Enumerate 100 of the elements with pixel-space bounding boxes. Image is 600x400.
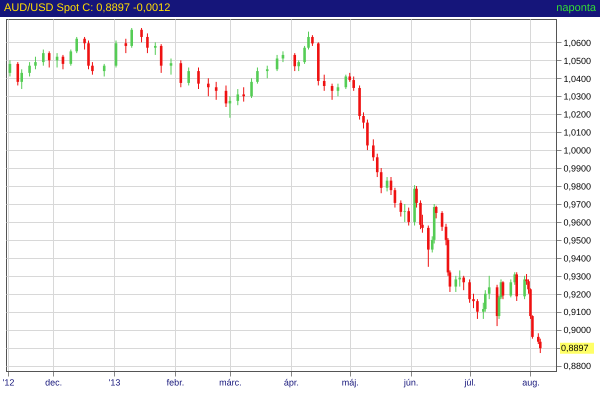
candlestick [75,36,78,54]
y-tick-label: 0,9500 [564,235,592,246]
candlestick [170,58,172,76]
candlestick [366,119,369,151]
y-tick-label: 0,9000 [564,325,592,336]
y-tick-label: 1,0000 [564,146,592,156]
candlestick [160,44,162,74]
candlestick [87,40,90,70]
candlestick [140,27,143,43]
candlestick [390,176,392,196]
candlestick [236,88,240,106]
x-tick-label: márc. [219,378,242,388]
candlestick [330,83,334,100]
candlestick [130,27,134,48]
y-tick-label: 0,9400 [564,253,592,264]
candlestick [336,83,340,97]
candlestick [146,32,149,54]
candlestick [510,278,512,298]
candlestick [488,275,491,300]
candlestick [297,60,300,72]
x-tick-label: jún. [402,378,418,388]
y-tick-label: 0,8800 [564,361,592,372]
candlestick [458,270,462,288]
candlestick [322,74,326,92]
candlestick [276,54,278,72]
candlestick [207,78,210,97]
candlestick [372,138,375,162]
candlestick [16,62,20,86]
candlestick [440,210,444,232]
candlestick [454,275,458,292]
candlestick [394,187,396,208]
candlestick [228,96,232,118]
x-tick-label: dec. [45,378,62,388]
y-tick-label: 1,0500 [564,56,592,66]
y-tick-label: 1,0600 [564,38,592,48]
y-tick-label: 0,9700 [564,199,592,210]
candlestick [468,278,471,304]
y-tick-label: 0,9600 [564,217,592,228]
x-tick-label: '12 [2,378,14,388]
candlestick [180,60,182,88]
candlestick [282,50,284,63]
y-tick-label: 1,0200 [564,110,592,120]
x-tick-label: máj. [342,378,359,388]
candlestick [380,168,382,194]
candlestick [124,38,128,54]
candlestick [197,66,200,90]
candlestick [224,84,228,108]
candlestick [56,52,58,68]
candlestick [34,56,37,70]
candlestick [427,225,430,268]
candlestick [256,66,259,84]
y-tick-label: 0,9900 [564,164,592,174]
candlestick [91,62,94,76]
candlestick [472,293,475,309]
y-tick-label: 0,9800 [564,182,592,192]
candlestick [515,272,518,302]
x-tick-label: aug. [522,378,540,388]
candlestick [502,280,504,300]
candlestick [462,275,465,291]
candlestick [102,63,106,77]
candlestick [293,52,296,72]
text: 0,8897 [561,343,589,354]
y-tick-label: 1,0400 [564,74,592,84]
candlestick [344,74,348,90]
chart-title: AUD/USD Spot C: 0,8897 -0,0012 [4,1,170,16]
candlestick [400,200,402,218]
candlestick [303,45,306,64]
candlestick [476,298,479,320]
candlestick [407,207,410,226]
candlestick [114,40,118,68]
text: naponta [556,1,596,16]
candlestick [20,68,24,90]
y-tick-label: 1,0300 [564,92,592,102]
candlestick [523,275,526,300]
candlestick [187,66,190,86]
x-tick-label: '13 [108,378,120,388]
candlestick [8,60,12,77]
candlestick [386,176,388,192]
candlestick [28,62,31,77]
candlestick [362,112,365,130]
candlestick [419,200,422,230]
y-tick-label: 0,9100 [564,307,592,318]
candlestick [48,50,51,68]
candlestick [42,49,45,66]
candlestick [62,54,64,70]
candlestick [214,81,218,100]
x-tick-label: júl. [463,378,476,388]
candlestick [311,34,314,46]
x-tick-label: ápr. [284,378,299,388]
y-tick-label: 0,9200 [564,289,592,300]
y-tick-label: 0,9300 [564,271,592,282]
candlestick [415,186,418,208]
candlestick [307,31,310,50]
candlestick [403,203,406,222]
candlestick [250,78,253,99]
candlestick [352,76,355,92]
y-tick-label: 1,0100 [564,128,592,138]
x-tick-label: febr. [166,378,184,388]
candlestick [434,205,438,219]
candlestick [70,49,72,66]
